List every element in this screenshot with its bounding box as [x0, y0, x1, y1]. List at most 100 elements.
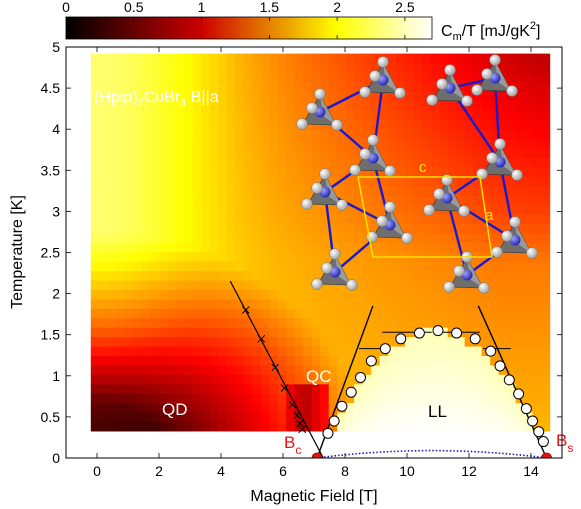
heatmap-cell: [320, 345, 330, 357]
heatmap-cell: [379, 176, 389, 187]
heatmap-cell: [260, 345, 270, 357]
br-atom: [349, 164, 361, 176]
heatmap-cell: [133, 63, 143, 74]
heatmap-cell: [192, 270, 202, 281]
chart-title-main: (Hpip): [94, 89, 138, 106]
heatmap-cell: [524, 100, 534, 111]
crystal-structure-inset: ca: [296, 54, 538, 294]
heatmap-cell: [226, 110, 236, 121]
heatmap-cell: [286, 412, 296, 423]
heatmap-cell: [473, 204, 483, 215]
region-label-ll: LL: [428, 402, 447, 421]
heatmap-cell: [141, 251, 151, 262]
heatmap-cell: [226, 195, 236, 206]
heatmap-cell: [286, 402, 296, 413]
heatmap-cell: [473, 185, 483, 196]
heatmap-cell: [175, 195, 185, 206]
heatmap-cell: [430, 317, 440, 328]
heatmap-cell: [150, 298, 160, 309]
heatmap-cell: [320, 289, 330, 300]
heatmap-cell: [209, 364, 219, 375]
heatmap-cell: [286, 336, 296, 347]
heatmap-cell: [507, 383, 517, 394]
heatmap-cell: [167, 138, 177, 149]
heatmap-cell: [515, 336, 525, 347]
heatmap-cell: [124, 72, 134, 83]
heatmap-cell: [184, 270, 194, 281]
heatmap-cell: [354, 336, 364, 347]
heatmap-cell: [141, 364, 151, 375]
heatmap-cell: [269, 270, 279, 281]
heatmap-cell: [481, 157, 491, 168]
heatmap-cell: [328, 279, 338, 290]
heatmap-cell: [184, 195, 194, 206]
heatmap-cell: [464, 129, 474, 140]
heatmap-cell: [541, 308, 551, 319]
heatmap-cell: [328, 402, 338, 413]
heatmap-cell: [141, 176, 151, 187]
heatmap-cell: [201, 308, 211, 319]
heatmap-cell: [184, 91, 194, 102]
heatmap-cell: [133, 157, 143, 168]
heatmap-cell: [345, 336, 355, 347]
heatmap-cell: [133, 72, 143, 83]
heatmap-cell: [124, 327, 134, 338]
heatmap-cell: [252, 298, 262, 309]
heatmap-cell: [201, 147, 211, 158]
heatmap-cell: [362, 279, 372, 290]
heatmap-cell: [175, 251, 185, 262]
heatmap-cell: [405, 110, 415, 121]
heatmap-cell: [498, 412, 508, 423]
heatmap-cell: [464, 232, 474, 243]
heatmap-cell: [524, 223, 534, 234]
br-atom: [426, 94, 438, 106]
heatmap-cell: [158, 232, 168, 243]
heatmap-cell: [303, 289, 313, 300]
heatmap-cell: [490, 91, 500, 102]
heatmap-cell: [371, 374, 381, 385]
heatmap-cell: [473, 63, 483, 74]
heatmap-cell: [158, 374, 168, 385]
heatmap-cell: [226, 402, 236, 413]
heatmap-cell: [260, 213, 270, 224]
heatmap-cell: [99, 195, 109, 206]
br-atom: [377, 56, 389, 68]
heatmap-cell: [99, 232, 109, 243]
heatmap-cell: [439, 421, 449, 432]
heatmap-cell: [107, 242, 117, 253]
heatmap-cell: [226, 232, 236, 243]
heatmap-cell: [362, 100, 372, 111]
heatmap-cell: [337, 157, 347, 168]
heatmap-cell: [473, 298, 483, 309]
ordering-point: [336, 400, 348, 412]
heatmap-cell: [405, 213, 415, 224]
heatmap-cell: [405, 91, 415, 102]
heatmap-cell: [362, 213, 372, 224]
br-atom: [394, 87, 406, 99]
heatmap-cell: [192, 317, 202, 328]
heatmap-cell: [311, 63, 321, 74]
tetrahedron-face: [467, 258, 483, 288]
heatmap-cell: [226, 147, 236, 158]
heatmap-cell: [515, 345, 525, 357]
heatmap-cell: [107, 345, 117, 357]
heatmap-cell: [184, 393, 194, 404]
heatmap-cell: [150, 232, 160, 243]
heatmap-cell: [277, 393, 287, 404]
heatmap-cell: [192, 336, 202, 347]
heatmap-cell: [269, 251, 279, 262]
heatmap-cell: [252, 383, 262, 394]
heatmap-cell: [456, 223, 466, 234]
heatmap-cell: [158, 355, 168, 366]
heatmap-cell: [405, 242, 415, 253]
heatmap-cell: [473, 157, 483, 168]
heatmap-cell: [218, 412, 228, 423]
heatmap-cell: [422, 138, 432, 149]
heatmap-cell: [201, 129, 211, 140]
heatmap-cell: [405, 393, 415, 404]
heatmap-cell: [430, 261, 440, 272]
heatmap-cell: [345, 185, 355, 196]
heatmap-cell: [277, 327, 287, 338]
heatmap-cell: [107, 251, 117, 262]
heatmap-cell: [277, 204, 287, 215]
